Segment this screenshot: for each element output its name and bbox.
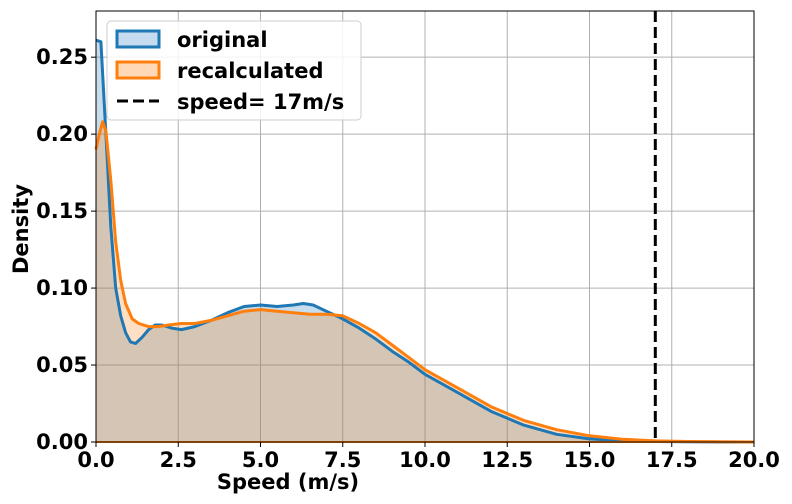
legend-label-original: original	[177, 28, 268, 52]
x-tick-label: 7.5	[324, 448, 361, 472]
x-tick-label: 5.0	[242, 448, 279, 472]
line-recalculated	[94, 120, 755, 444]
y-tick-label: 0.25	[36, 45, 88, 69]
x-axis: 0.0 2.5 5.0 7.5 10.0 12.5 15.0 17.5 20.0	[77, 442, 780, 472]
y-tick-label: 0.05	[36, 353, 88, 377]
legend-swatch-original	[115, 29, 161, 49]
area-original	[96, 40, 754, 442]
x-tick-label: 2.5	[160, 448, 197, 472]
y-tick-label: 0.10	[36, 276, 88, 300]
y-tick-label: 0.00	[36, 430, 88, 454]
x-tick-label: 10.0	[399, 448, 451, 472]
area-recalculated	[96, 121, 754, 443]
legend: original recalculated speed= 17m/s	[106, 20, 362, 121]
x-tick-label: 17.5	[646, 448, 698, 472]
x-tick-label: 12.5	[481, 448, 533, 472]
y-tick-label: 0.20	[36, 122, 88, 146]
y-tick-label: 0.15	[36, 199, 88, 223]
series-areas	[96, 40, 754, 443]
x-tick-label: 0.0	[77, 448, 114, 472]
y-axis: 0.00 0.05 0.10 0.15 0.20 0.25	[36, 45, 96, 454]
x-tick-label: 20.0	[728, 448, 780, 472]
y-axis-label: Density	[9, 184, 33, 274]
x-axis-label: Speed (m/s)	[217, 470, 359, 494]
legend-label-speed-line: speed= 17m/s	[177, 90, 344, 114]
x-tick-label: 15.0	[564, 448, 616, 472]
legend-label-recalculated: recalculated	[177, 59, 324, 83]
legend-swatch-recalculated	[115, 60, 161, 80]
line-original	[95, 38, 754, 444]
legend-box	[106, 20, 362, 121]
